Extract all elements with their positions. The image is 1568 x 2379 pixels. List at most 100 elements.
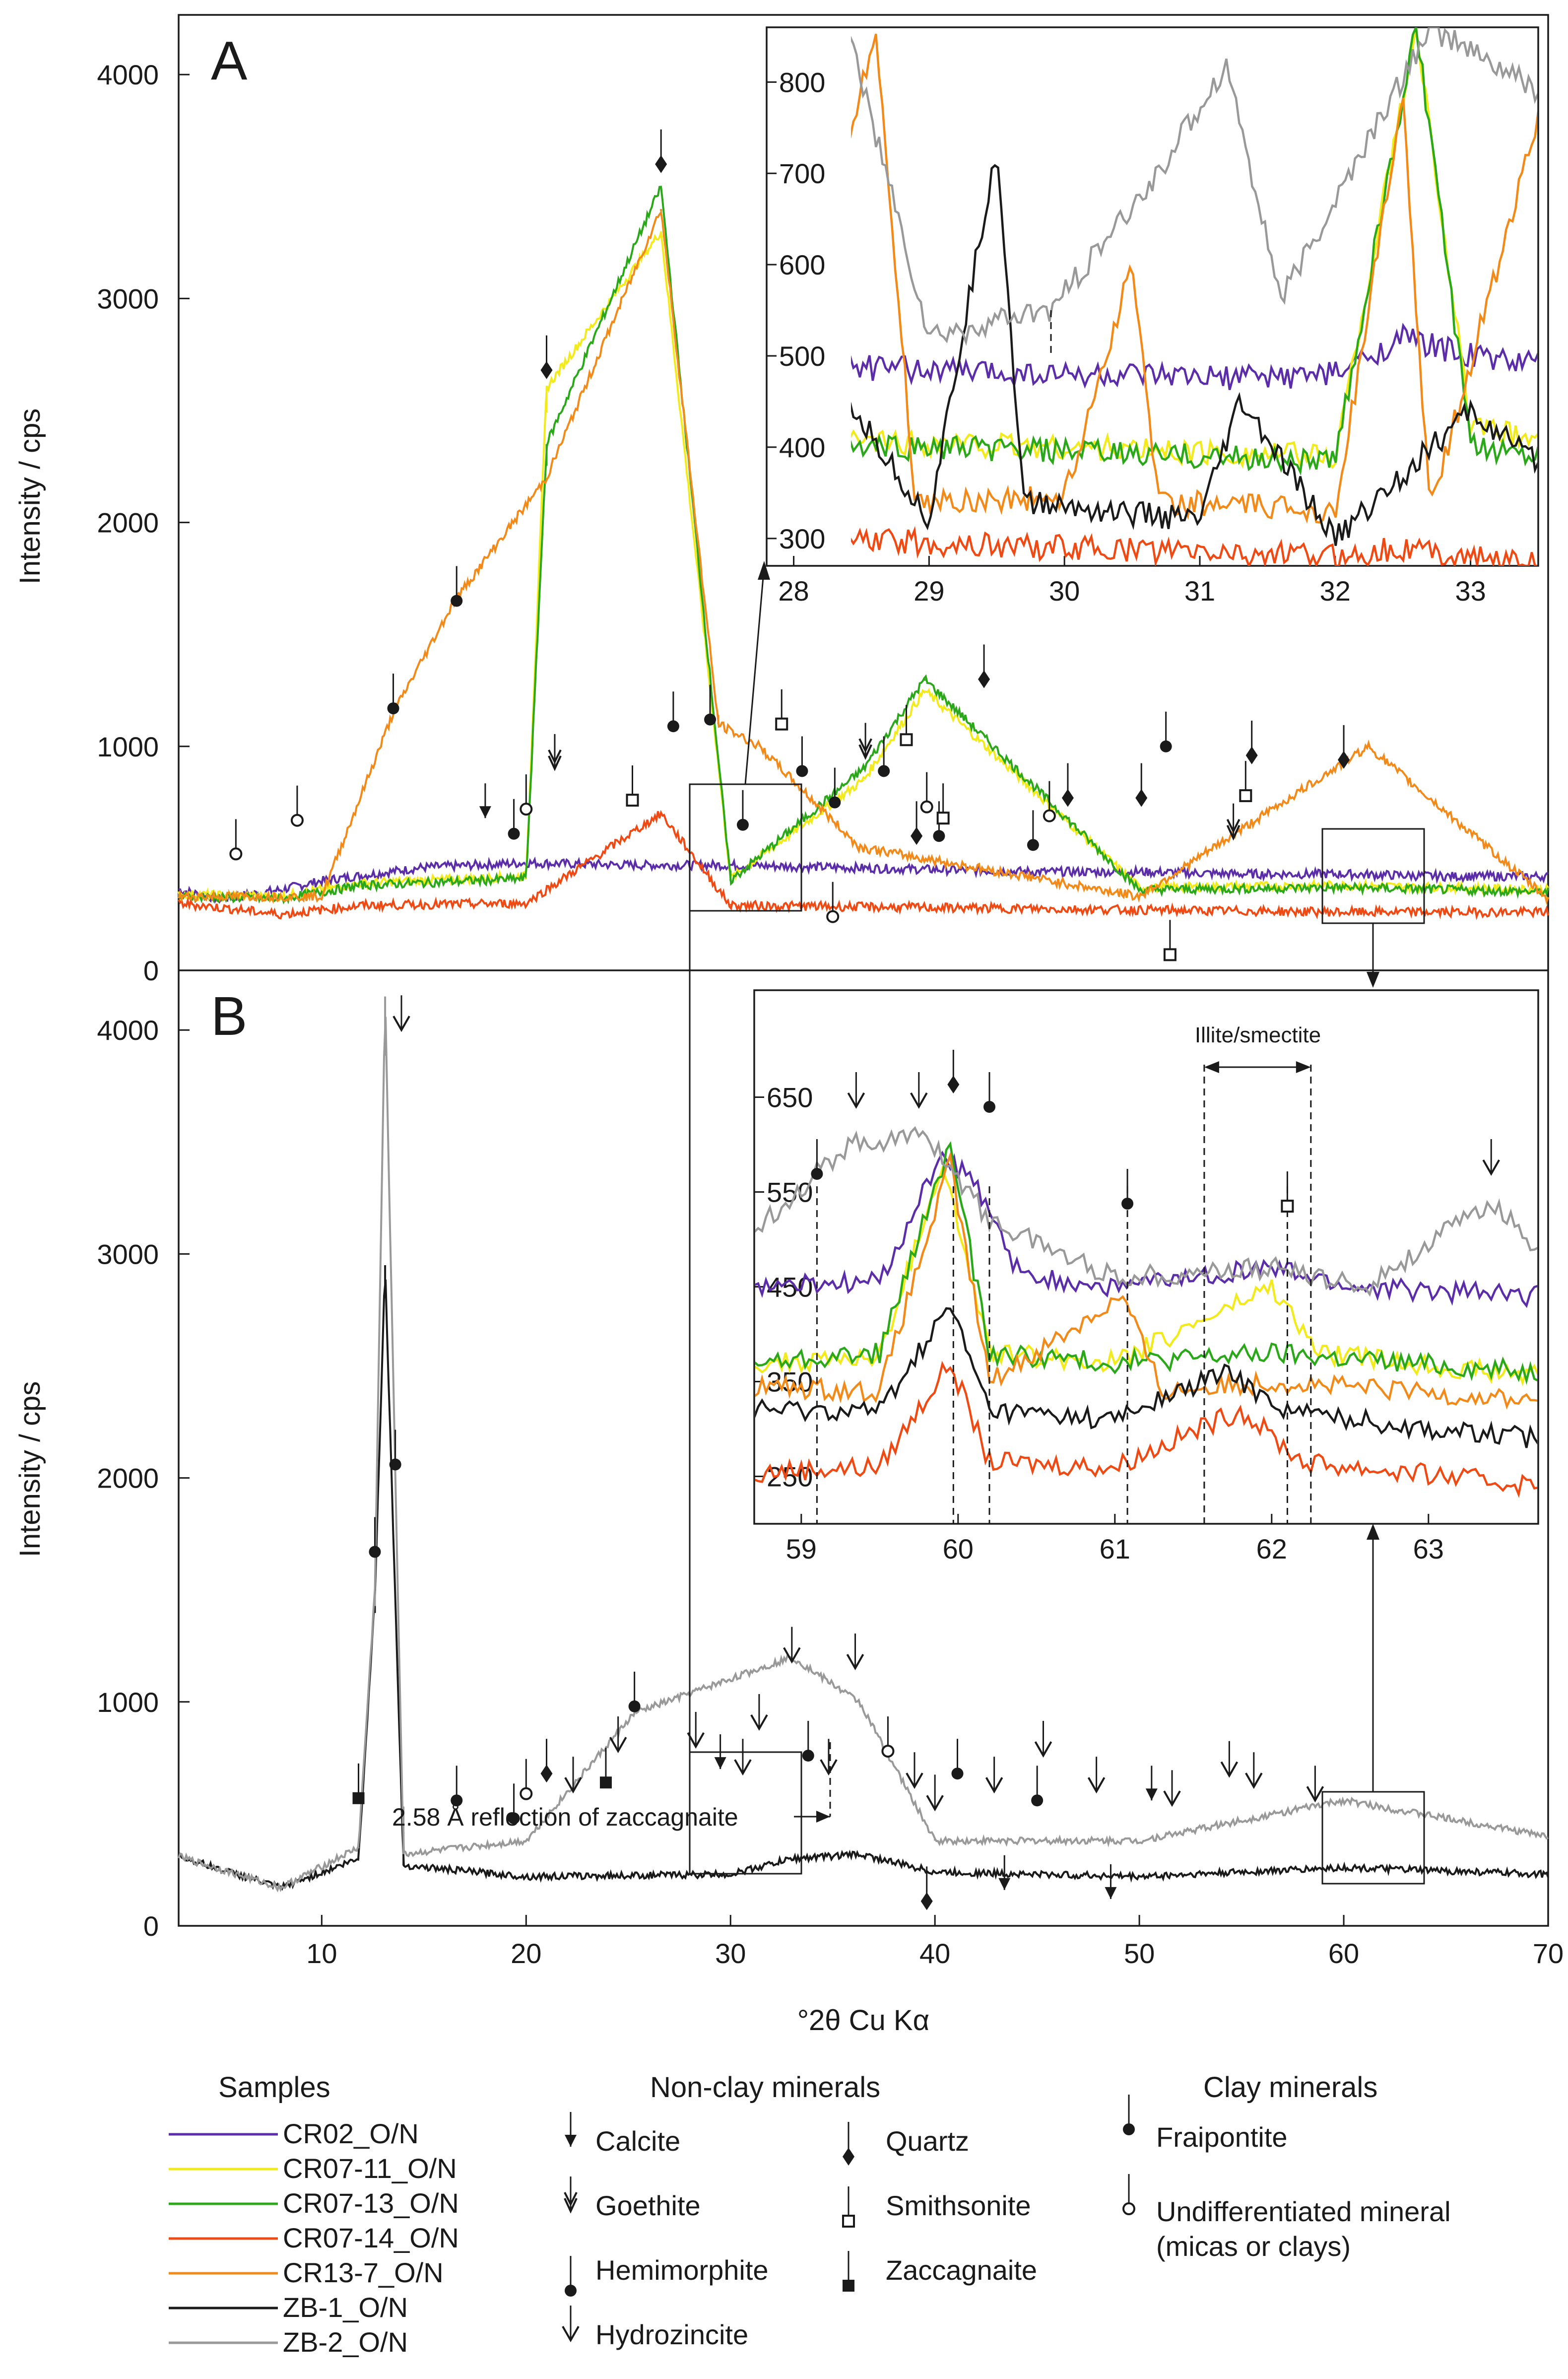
marker-goethite xyxy=(548,734,562,771)
marker-undifferentiated-mineral xyxy=(520,1759,533,1800)
inset-b-x-tick-label: 62 xyxy=(1256,1533,1287,1564)
x-tick-label: 10 xyxy=(306,1938,337,1969)
inset-a-x-tick-label: 30 xyxy=(1049,575,1080,607)
marker-hydrozincite xyxy=(562,2306,580,2343)
marker-hemimorphite xyxy=(451,1766,463,1807)
inset-b-series xyxy=(755,1126,1537,1498)
marker-hydrozincite xyxy=(564,1757,582,1794)
x-axis: 10 20 30 40 50 60 70 xyxy=(306,1915,1564,1969)
inset-b-x-tick-label: 63 xyxy=(1413,1533,1444,1564)
legend-label-micas-clays: (micas or clays) xyxy=(1156,2231,1351,2262)
marker-goethite xyxy=(858,723,872,760)
y-tick-label: 1000 xyxy=(97,731,159,762)
marker-hemimorphite xyxy=(1160,711,1172,752)
panel-a-label: A xyxy=(211,30,248,91)
legend-label-zb-2-o-n: ZB-2_O/N xyxy=(283,2326,408,2358)
x-axis-label: °2θ Cu Kα xyxy=(797,2004,929,2037)
marker-hydrozincite xyxy=(1482,1139,1500,1176)
marker-hydrozincite xyxy=(1220,1741,1239,1778)
marker-quartz xyxy=(655,129,667,173)
x-tick-label: 30 xyxy=(715,1938,746,1969)
zoom-box-a-left xyxy=(689,783,802,912)
legend-label-hemimorphite: Hemimorphite xyxy=(595,2254,769,2286)
marker-hemimorphite xyxy=(802,1721,814,1762)
marker-hemimorphite xyxy=(387,674,399,715)
marker-quartz xyxy=(920,1866,933,1910)
zaccagnaite-annotation: 2.58 Å reflection of zaccagnaite xyxy=(392,1742,831,1831)
connector-a-inset xyxy=(744,565,765,785)
marker-zaccagnaite xyxy=(599,1748,612,1789)
panel-a-markers xyxy=(229,129,1350,961)
inset-a-y-tick-label: 700 xyxy=(779,158,825,189)
marker-undifferentiated-mineral xyxy=(881,1716,895,1758)
y-axis-label-a: Intensity / cps xyxy=(14,408,46,585)
marker-hydrozincite xyxy=(783,1627,801,1664)
inset-b-y-tick-label: 650 xyxy=(767,1082,813,1113)
marker-undifferentiated-mineral xyxy=(229,819,243,861)
marker-calcite xyxy=(998,1855,1011,1890)
marker-smithsonite xyxy=(1163,920,1176,961)
marker-hemimorphite xyxy=(796,736,808,777)
inset-b-annotations xyxy=(811,1050,1500,1524)
legend-label-quartz: Quartz xyxy=(886,2125,969,2157)
marker-undifferentiated-mineral xyxy=(1122,2174,1135,2215)
marker-hemimorphite xyxy=(829,767,841,809)
marker-quartz xyxy=(978,644,990,688)
marker-hemimorphite xyxy=(508,1783,520,1825)
inset-a-axes: 300 400 500 600 700 800 28 29 30 31 32 33 xyxy=(767,67,1486,607)
series-zb-2-o-n-b xyxy=(178,996,1549,1893)
inset-b-arrowhead-left xyxy=(1204,1061,1219,1073)
marker-quartz xyxy=(540,335,553,379)
zoom-box-b-left xyxy=(689,1751,802,1875)
marker-hemimorphite xyxy=(878,736,890,777)
series-cr02-o-n-ai xyxy=(851,323,1537,391)
inset-b-x-tick-label: 59 xyxy=(786,1533,817,1564)
marker-smithsonite xyxy=(936,783,950,825)
marker-smithsonite xyxy=(626,765,639,807)
x-tick-label: 40 xyxy=(919,1938,950,1969)
marker-hemimorphite xyxy=(983,1072,995,1113)
legend-label-fraipontite: Fraipontite xyxy=(1156,2121,1288,2153)
marker-hydrozincite xyxy=(1163,1770,1181,1807)
marker-hemimorphite xyxy=(369,1517,381,1558)
series-cr07-14-o-n-bi xyxy=(755,1360,1537,1498)
series-cr07-11-o-n-bi xyxy=(755,1165,1537,1387)
inset-a-y-tick-label: 600 xyxy=(779,249,825,280)
y-tick-label: 0 xyxy=(143,955,159,986)
marker-hydrozincite xyxy=(906,1752,923,1789)
marker-calcite xyxy=(1145,1766,1158,1801)
legend-label-undifferentiated: Undifferentiated mineral xyxy=(1156,2196,1451,2227)
marker-hydrozincite xyxy=(1034,1721,1052,1758)
connector-arrowhead-a xyxy=(758,561,770,580)
inset-b-x-tick-label: 60 xyxy=(943,1533,974,1564)
marker-hemimorphite xyxy=(1031,1766,1044,1807)
marker-hydrozincite xyxy=(1087,1757,1106,1794)
zaccagnaite-arrowhead xyxy=(816,1811,830,1823)
marker-zaccagnaite xyxy=(352,1763,365,1804)
marker-hydrozincite xyxy=(820,1739,838,1776)
y-tick-label: 4000 xyxy=(97,59,159,90)
marker-hemimorphite xyxy=(667,691,679,733)
legend-clay: Fraipontite Undifferentiated mineral (mica… xyxy=(1122,2095,1451,2262)
marker-zaccagnaite xyxy=(843,2251,854,2292)
inset-b-arrowhead-right xyxy=(1296,1061,1311,1073)
marker-hydrozincite xyxy=(910,1072,928,1109)
main-plot-frame xyxy=(178,14,1549,1927)
marker-calcite xyxy=(1105,1864,1117,1899)
marker-quartz xyxy=(843,2122,854,2166)
marker-quartz xyxy=(911,801,923,845)
marker-smithsonite xyxy=(775,689,788,731)
marker-hemimorphite xyxy=(508,799,520,840)
marker-hemimorphite xyxy=(1121,1169,1134,1210)
legend-label-zb-1-o-n: ZB-1_O/N xyxy=(283,2292,408,2323)
marker-hydrozincite xyxy=(1306,1766,1324,1803)
inset-a-x-tick-label: 29 xyxy=(914,575,944,607)
marker-goethite xyxy=(1226,803,1241,841)
y-axis-panel-a: 0 1000 2000 3000 4000 xyxy=(97,59,190,986)
inset-a-x-tick-label: 33 xyxy=(1455,575,1486,607)
series-cr07-14-o-n-a xyxy=(178,810,1549,921)
series-cr13-7-o-n-bi xyxy=(755,1151,1537,1410)
marker-fraipontite xyxy=(1123,2095,1135,2135)
legend-clay-title: Clay minerals xyxy=(1203,2071,1377,2104)
